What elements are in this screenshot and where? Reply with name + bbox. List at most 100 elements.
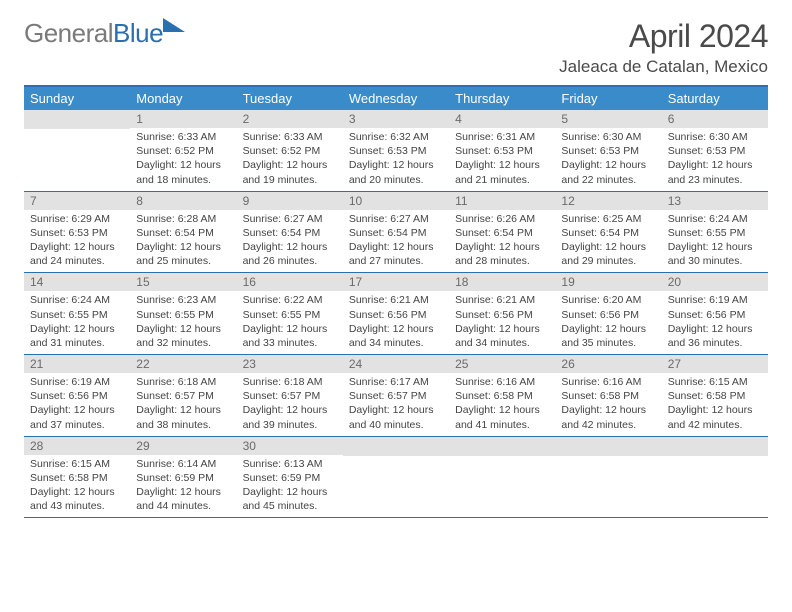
- weekday-header: Thursday: [449, 87, 555, 110]
- sunset-line: Sunset: 6:57 PM: [349, 389, 443, 403]
- day-cell: 10Sunrise: 6:27 AMSunset: 6:54 PMDayligh…: [343, 192, 449, 273]
- day-number: 15: [130, 273, 236, 291]
- sunrise-line: Sunrise: 6:29 AM: [30, 212, 124, 226]
- sunrise-line: Sunrise: 6:14 AM: [136, 457, 230, 471]
- sunrise-line: Sunrise: 6:19 AM: [30, 375, 124, 389]
- day-number: 6: [662, 110, 768, 128]
- week-row: 28Sunrise: 6:15 AMSunset: 6:58 PMDayligh…: [24, 437, 768, 519]
- sunrise-line: Sunrise: 6:27 AM: [349, 212, 443, 226]
- day-number: 19: [555, 273, 661, 291]
- daylight-line: Daylight: 12 hours and 24 minutes.: [30, 240, 124, 268]
- daylight-line: Daylight: 12 hours and 27 minutes.: [349, 240, 443, 268]
- day-content: Sunrise: 6:25 AMSunset: 6:54 PMDaylight:…: [555, 210, 661, 273]
- day-number: 4: [449, 110, 555, 128]
- day-content: Sunrise: 6:31 AMSunset: 6:53 PMDaylight:…: [449, 128, 555, 191]
- sunset-line: Sunset: 6:58 PM: [455, 389, 549, 403]
- daylight-line: Daylight: 12 hours and 39 minutes.: [243, 403, 337, 431]
- sunrise-line: Sunrise: 6:33 AM: [243, 130, 337, 144]
- sunset-line: Sunset: 6:53 PM: [668, 144, 762, 158]
- day-number: 1: [130, 110, 236, 128]
- day-number: 2: [237, 110, 343, 128]
- daylight-line: Daylight: 12 hours and 34 minutes.: [349, 322, 443, 350]
- weekday-header: Wednesday: [343, 87, 449, 110]
- day-number: 28: [24, 437, 130, 455]
- day-cell: 12Sunrise: 6:25 AMSunset: 6:54 PMDayligh…: [555, 192, 661, 273]
- day-cell: [555, 437, 661, 518]
- day-content: Sunrise: 6:26 AMSunset: 6:54 PMDaylight:…: [449, 210, 555, 273]
- daylight-line: Daylight: 12 hours and 22 minutes.: [561, 158, 655, 186]
- day-content: Sunrise: 6:20 AMSunset: 6:56 PMDaylight:…: [555, 291, 661, 354]
- weekday-header: Sunday: [24, 87, 130, 110]
- logo: GeneralBlue: [24, 18, 187, 49]
- day-number: 17: [343, 273, 449, 291]
- sunrise-line: Sunrise: 6:17 AM: [349, 375, 443, 389]
- sunrise-line: Sunrise: 6:18 AM: [136, 375, 230, 389]
- sunset-line: Sunset: 6:52 PM: [136, 144, 230, 158]
- day-content: Sunrise: 6:17 AMSunset: 6:57 PMDaylight:…: [343, 373, 449, 436]
- daylight-line: Daylight: 12 hours and 25 minutes.: [136, 240, 230, 268]
- day-number: 23: [237, 355, 343, 373]
- daylight-line: Daylight: 12 hours and 32 minutes.: [136, 322, 230, 350]
- day-cell: 2Sunrise: 6:33 AMSunset: 6:52 PMDaylight…: [237, 110, 343, 191]
- day-content: Sunrise: 6:28 AMSunset: 6:54 PMDaylight:…: [130, 210, 236, 273]
- daylight-line: Daylight: 12 hours and 34 minutes.: [455, 322, 549, 350]
- month-title: April 2024: [559, 18, 768, 55]
- sunrise-line: Sunrise: 6:19 AM: [668, 293, 762, 307]
- page: GeneralBlue April 2024 Jaleaca de Catala…: [0, 0, 792, 530]
- sunrise-line: Sunrise: 6:21 AM: [455, 293, 549, 307]
- day-number: 16: [237, 273, 343, 291]
- sunset-line: Sunset: 6:56 PM: [668, 308, 762, 322]
- week-row: 21Sunrise: 6:19 AMSunset: 6:56 PMDayligh…: [24, 355, 768, 437]
- day-number: 11: [449, 192, 555, 210]
- daylight-line: Daylight: 12 hours and 38 minutes.: [136, 403, 230, 431]
- sunrise-line: Sunrise: 6:24 AM: [30, 293, 124, 307]
- day-cell: 4Sunrise: 6:31 AMSunset: 6:53 PMDaylight…: [449, 110, 555, 191]
- day-number: 30: [237, 437, 343, 455]
- sunrise-line: Sunrise: 6:26 AM: [455, 212, 549, 226]
- sunrise-line: Sunrise: 6:21 AM: [349, 293, 443, 307]
- logo-text-1: General: [24, 18, 113, 48]
- day-cell: 6Sunrise: 6:30 AMSunset: 6:53 PMDaylight…: [662, 110, 768, 191]
- sunrise-line: Sunrise: 6:16 AM: [455, 375, 549, 389]
- day-cell: 30Sunrise: 6:13 AMSunset: 6:59 PMDayligh…: [237, 437, 343, 518]
- daylight-line: Daylight: 12 hours and 21 minutes.: [455, 158, 549, 186]
- day-content: Sunrise: 6:19 AMSunset: 6:56 PMDaylight:…: [24, 373, 130, 436]
- day-content: Sunrise: 6:14 AMSunset: 6:59 PMDaylight:…: [130, 455, 236, 518]
- day-cell: 22Sunrise: 6:18 AMSunset: 6:57 PMDayligh…: [130, 355, 236, 436]
- day-cell: 3Sunrise: 6:32 AMSunset: 6:53 PMDaylight…: [343, 110, 449, 191]
- daylight-line: Daylight: 12 hours and 45 minutes.: [243, 485, 337, 513]
- sunset-line: Sunset: 6:58 PM: [561, 389, 655, 403]
- day-content: Sunrise: 6:18 AMSunset: 6:57 PMDaylight:…: [237, 373, 343, 436]
- sunrise-line: Sunrise: 6:28 AM: [136, 212, 230, 226]
- sunrise-line: Sunrise: 6:15 AM: [30, 457, 124, 471]
- sunset-line: Sunset: 6:53 PM: [349, 144, 443, 158]
- sunset-line: Sunset: 6:52 PM: [243, 144, 337, 158]
- sunrise-line: Sunrise: 6:30 AM: [561, 130, 655, 144]
- day-number: 8: [130, 192, 236, 210]
- sunset-line: Sunset: 6:58 PM: [668, 389, 762, 403]
- day-number: 10: [343, 192, 449, 210]
- day-content: Sunrise: 6:15 AMSunset: 6:58 PMDaylight:…: [24, 455, 130, 518]
- sunset-line: Sunset: 6:56 PM: [30, 389, 124, 403]
- sunrise-line: Sunrise: 6:24 AM: [668, 212, 762, 226]
- sunrise-line: Sunrise: 6:22 AM: [243, 293, 337, 307]
- daylight-line: Daylight: 12 hours and 40 minutes.: [349, 403, 443, 431]
- weekday-header: Saturday: [662, 87, 768, 110]
- sunrise-line: Sunrise: 6:16 AM: [561, 375, 655, 389]
- day-cell: 17Sunrise: 6:21 AMSunset: 6:56 PMDayligh…: [343, 273, 449, 354]
- sunset-line: Sunset: 6:59 PM: [136, 471, 230, 485]
- day-content: Sunrise: 6:15 AMSunset: 6:58 PMDaylight:…: [662, 373, 768, 436]
- sunset-line: Sunset: 6:54 PM: [561, 226, 655, 240]
- day-content: Sunrise: 6:27 AMSunset: 6:54 PMDaylight:…: [237, 210, 343, 273]
- sunset-line: Sunset: 6:57 PM: [136, 389, 230, 403]
- sunset-line: Sunset: 6:54 PM: [455, 226, 549, 240]
- day-number: 14: [24, 273, 130, 291]
- day-number: 21: [24, 355, 130, 373]
- day-number: 12: [555, 192, 661, 210]
- day-cell: 5Sunrise: 6:30 AMSunset: 6:53 PMDaylight…: [555, 110, 661, 191]
- sunrise-line: Sunrise: 6:13 AM: [243, 457, 337, 471]
- day-cell: 13Sunrise: 6:24 AMSunset: 6:55 PMDayligh…: [662, 192, 768, 273]
- day-cell: 27Sunrise: 6:15 AMSunset: 6:58 PMDayligh…: [662, 355, 768, 436]
- day-number: 29: [130, 437, 236, 455]
- day-cell: 9Sunrise: 6:27 AMSunset: 6:54 PMDaylight…: [237, 192, 343, 273]
